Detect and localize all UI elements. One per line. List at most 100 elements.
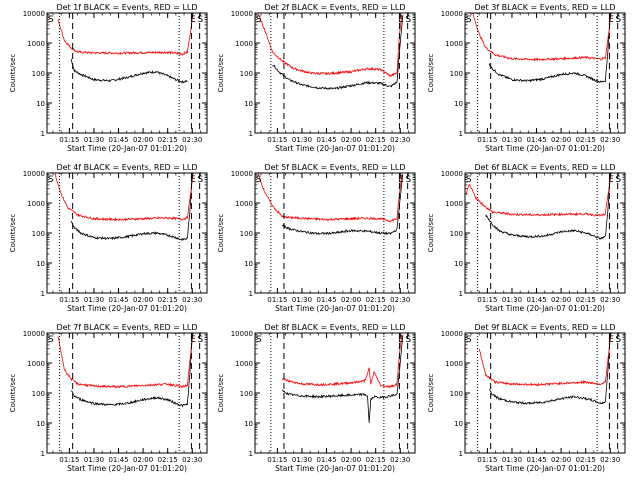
marker-label: S xyxy=(256,335,262,345)
y-tick-label: 10000 xyxy=(231,10,253,18)
y-tick-label: 1000 xyxy=(235,360,253,368)
plot-frame xyxy=(464,12,626,134)
x-tick-label: 01:15 xyxy=(267,136,287,144)
panel-title: Det 9f BLACK = Events, RED = LLD xyxy=(474,323,615,332)
x-axis-label: Start Time (20-Jan-07 01:01:20) xyxy=(485,144,605,153)
y-axis-label: Counts/sec xyxy=(427,374,435,413)
x-tick-label: 01:15 xyxy=(59,296,79,304)
x-tick-label: 02:30 xyxy=(390,456,410,464)
x-tick-label: 02:30 xyxy=(390,136,410,144)
x-tick-label: 02:30 xyxy=(600,136,620,144)
x-tick-label: 02:15 xyxy=(158,296,178,304)
x-axis-label: Start Time (20-Jan-07 01:01:20) xyxy=(275,304,395,313)
x-tick-label: 02:00 xyxy=(551,296,571,304)
y-tick-label: 100 xyxy=(450,230,463,238)
marker-label: E xyxy=(398,175,404,185)
x-tick-label: 01:45 xyxy=(108,136,128,144)
panel-title: Det 8f BLACK = Events, RED = LLD xyxy=(264,323,405,332)
x-tick-label: 01:45 xyxy=(108,296,128,304)
marker-label: S xyxy=(466,15,472,25)
series-lld xyxy=(478,333,612,387)
x-tick-label: 02:00 xyxy=(341,136,361,144)
y-tick-label: 100 xyxy=(32,230,45,238)
series-lld xyxy=(257,173,403,223)
y-tick-label: 10000 xyxy=(441,10,463,18)
y-axis-label: Counts/sec xyxy=(217,214,225,253)
y-tick-label: 10 xyxy=(244,260,253,268)
x-tick-label: 02:30 xyxy=(182,296,202,304)
plot-frame xyxy=(46,172,208,294)
x-tick-label: 02:30 xyxy=(182,136,202,144)
y-tick-label: 10 xyxy=(244,100,253,108)
panel-title: Det 4f BLACK = Events, RED = LLD xyxy=(56,163,197,172)
y-tick-label: 100 xyxy=(32,390,45,398)
y-tick-label: 10000 xyxy=(23,170,45,178)
y-tick-label: 100 xyxy=(240,230,253,238)
x-axis-label: Start Time (20-Jan-07 01:01:20) xyxy=(67,144,187,153)
x-tick-label: 01:30 xyxy=(292,296,312,304)
y-tick-label: 1 xyxy=(459,290,463,298)
marker-label: S xyxy=(48,335,54,345)
y-tick-label: 10 xyxy=(36,420,45,428)
x-tick-label: 02:30 xyxy=(600,456,620,464)
y-tick-label: 100 xyxy=(32,70,45,78)
marker-label: E xyxy=(608,175,614,185)
x-axis-label: Start Time (20-Jan-07 01:01:20) xyxy=(485,464,605,473)
x-axis-label: Start Time (20-Jan-07 01:01:20) xyxy=(275,144,395,153)
x-tick-label: 02:00 xyxy=(341,296,361,304)
x-tick-label: 01:15 xyxy=(477,456,497,464)
x-tick-label: 02:15 xyxy=(576,296,596,304)
plot-frame xyxy=(46,332,208,454)
y-tick-label: 10 xyxy=(36,100,45,108)
marker-label: E xyxy=(190,15,196,25)
y-tick-label: 10 xyxy=(454,420,463,428)
series-lld xyxy=(57,13,194,56)
y-tick-label: 10000 xyxy=(441,330,463,338)
marker-label: S xyxy=(466,175,472,185)
y-tick-label: 10000 xyxy=(441,170,463,178)
series-lld xyxy=(257,13,403,78)
y-tick-label: 1 xyxy=(249,130,253,138)
marker-label: E xyxy=(608,335,614,345)
marker-label: S xyxy=(405,175,411,185)
x-tick-label: 02:00 xyxy=(133,136,153,144)
series-events xyxy=(70,58,188,84)
y-axis-label: Counts/sec xyxy=(217,54,225,93)
x-tick-label: 01:30 xyxy=(292,456,312,464)
panel-title: Det 6f BLACK = Events, RED = LLD xyxy=(474,163,615,172)
marker-label: S xyxy=(48,175,54,185)
marker-label: S xyxy=(197,335,203,345)
y-tick-label: 1000 xyxy=(445,360,463,368)
marker-label: E xyxy=(190,335,196,345)
y-tick-label: 100 xyxy=(240,70,253,78)
x-tick-label: 01:45 xyxy=(316,136,336,144)
x-tick-label: 01:45 xyxy=(108,456,128,464)
y-tick-label: 1 xyxy=(41,290,45,298)
x-tick-label: 01:45 xyxy=(526,296,546,304)
marker-label: S xyxy=(197,175,203,185)
plot-frame xyxy=(464,332,626,454)
series-events xyxy=(282,174,404,236)
marker-label: S xyxy=(615,175,621,185)
marker-label: S xyxy=(405,15,411,25)
x-tick-label: 02:15 xyxy=(366,296,386,304)
series-events xyxy=(272,15,404,90)
marker-label: S xyxy=(256,15,262,25)
x-tick-label: 01:30 xyxy=(84,136,104,144)
plot-frame xyxy=(464,172,626,294)
series-events xyxy=(70,334,193,408)
y-tick-label: 1000 xyxy=(235,40,253,48)
y-tick-label: 10000 xyxy=(23,330,45,338)
x-tick-label: 02:00 xyxy=(133,456,153,464)
x-tick-label: 01:15 xyxy=(267,456,287,464)
series-lld xyxy=(281,334,403,389)
series-lld xyxy=(54,173,194,222)
x-tick-label: 01:30 xyxy=(292,136,312,144)
y-axis-label: Counts/sec xyxy=(427,54,435,93)
marker-label: E xyxy=(398,335,404,345)
x-tick-label: 01:30 xyxy=(502,296,522,304)
series-lld xyxy=(465,173,612,217)
